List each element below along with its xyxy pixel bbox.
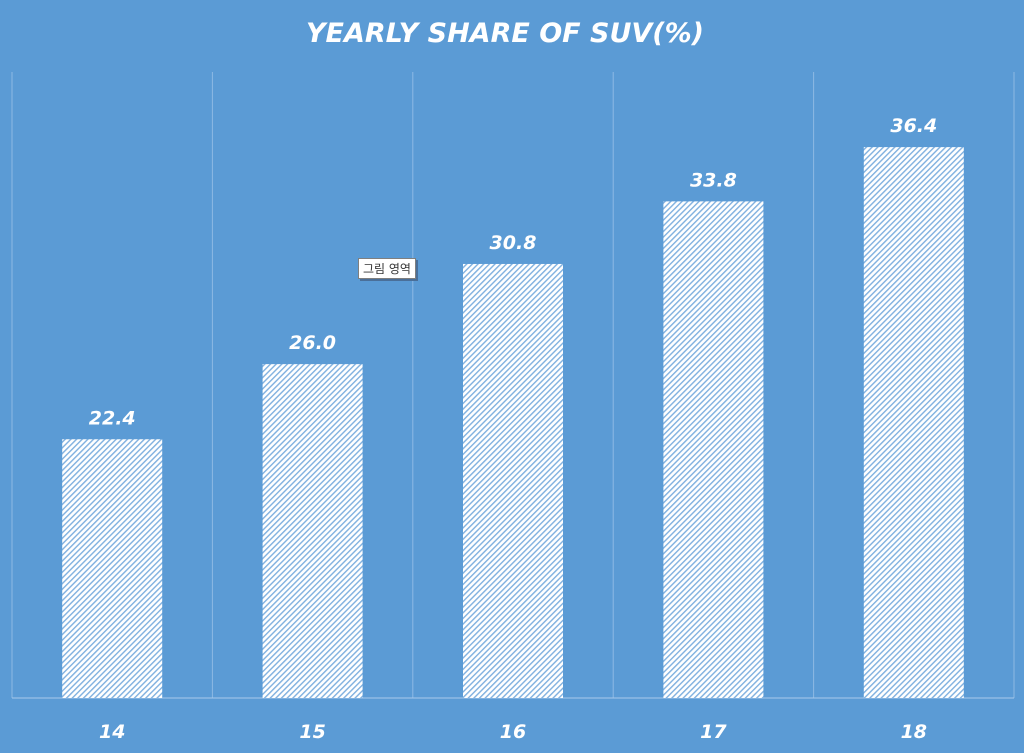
bar bbox=[62, 439, 163, 698]
x-tick-label: 17 bbox=[700, 721, 727, 743]
data-label: 30.8 bbox=[490, 232, 537, 254]
bar bbox=[663, 201, 764, 698]
bar bbox=[463, 263, 563, 698]
x-tick-label: 18 bbox=[901, 721, 927, 743]
plot-area-tooltip: 그림 영역 bbox=[358, 258, 416, 279]
data-label: 26.0 bbox=[289, 332, 336, 354]
x-tick-label: 14 bbox=[99, 721, 125, 743]
data-label: 22.4 bbox=[89, 407, 136, 429]
data-label: 33.8 bbox=[690, 169, 737, 191]
x-tick-label: 16 bbox=[500, 721, 526, 743]
data-label: 36.4 bbox=[890, 115, 937, 137]
x-tick-label: 15 bbox=[299, 721, 325, 743]
chart-title: YEARLY SHARE OF SUV(%) bbox=[306, 18, 704, 49]
bar bbox=[262, 364, 363, 698]
bar bbox=[863, 147, 964, 698]
